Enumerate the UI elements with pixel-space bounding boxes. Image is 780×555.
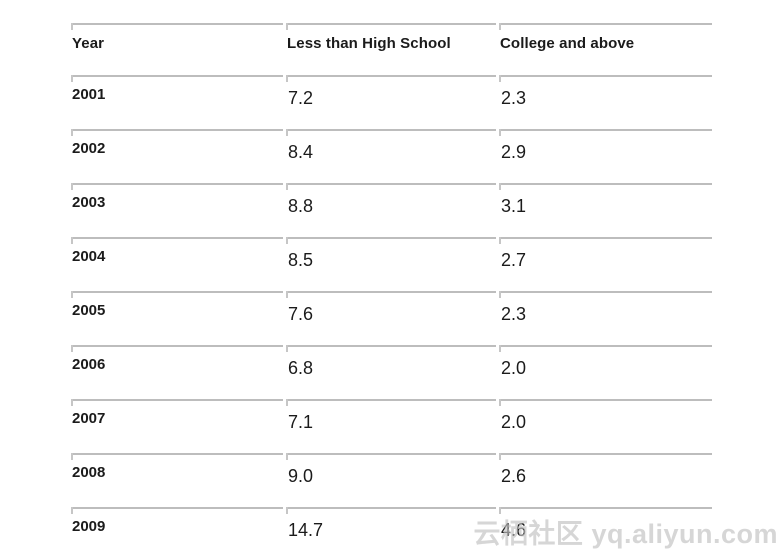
unemployment-table: Year Less than High School College and a… bbox=[68, 23, 715, 555]
header-row: Year Less than High School College and a… bbox=[71, 23, 712, 75]
college-and-above-cell: 2.0 bbox=[499, 345, 712, 399]
table-row: 2003 8.8 3.1 bbox=[71, 183, 712, 237]
less-than-high-school-cell: 8.5 bbox=[286, 237, 496, 291]
college-and-above-cell: 3.1 bbox=[499, 183, 712, 237]
table-row: 2002 8.4 2.9 bbox=[71, 129, 712, 183]
year-cell: 2006 bbox=[71, 345, 283, 399]
college-and-above-cell: 2.7 bbox=[499, 237, 712, 291]
table-row: 2001 7.2 2.3 bbox=[71, 75, 712, 129]
table-row: 2008 9.0 2.6 bbox=[71, 453, 712, 507]
table-row: 2004 8.5 2.7 bbox=[71, 237, 712, 291]
college-and-above-cell: 2.3 bbox=[499, 291, 712, 345]
college-and-above-cell: 2.9 bbox=[499, 129, 712, 183]
column-header-college-and-above: College and above bbox=[499, 23, 712, 75]
less-than-high-school-cell: 8.4 bbox=[286, 129, 496, 183]
table-row: 2009 14.7 4.6 bbox=[71, 507, 712, 555]
college-and-above-cell: 2.0 bbox=[499, 399, 712, 453]
less-than-high-school-cell: 7.2 bbox=[286, 75, 496, 129]
column-header-year: Year bbox=[71, 23, 283, 75]
year-cell: 2004 bbox=[71, 237, 283, 291]
less-than-high-school-cell: 8.8 bbox=[286, 183, 496, 237]
year-cell: 2002 bbox=[71, 129, 283, 183]
less-than-high-school-cell: 14.7 bbox=[286, 507, 496, 555]
year-cell: 2003 bbox=[71, 183, 283, 237]
table-row: 2006 6.8 2.0 bbox=[71, 345, 712, 399]
year-cell: 2008 bbox=[71, 453, 283, 507]
college-and-above-cell: 4.6 bbox=[499, 507, 712, 555]
table-row: 2007 7.1 2.0 bbox=[71, 399, 712, 453]
less-than-high-school-cell: 9.0 bbox=[286, 453, 496, 507]
year-cell: 2007 bbox=[71, 399, 283, 453]
college-and-above-cell: 2.6 bbox=[499, 453, 712, 507]
table-row: 2005 7.6 2.3 bbox=[71, 291, 712, 345]
year-cell: 2009 bbox=[71, 507, 283, 555]
less-than-high-school-cell: 7.1 bbox=[286, 399, 496, 453]
college-and-above-cell: 2.3 bbox=[499, 75, 712, 129]
table-body: 2001 7.2 2.3 2002 8.4 2.9 2003 8.8 3.1 2… bbox=[71, 75, 712, 555]
less-than-high-school-cell: 6.8 bbox=[286, 345, 496, 399]
year-cell: 2005 bbox=[71, 291, 283, 345]
column-header-less-than-high-school: Less than High School bbox=[286, 23, 496, 75]
less-than-high-school-cell: 7.6 bbox=[286, 291, 496, 345]
year-cell: 2001 bbox=[71, 75, 283, 129]
